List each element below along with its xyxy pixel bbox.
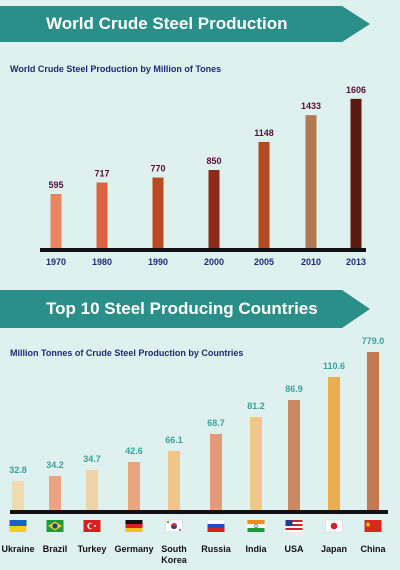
bar-brazil — [49, 476, 61, 510]
value-label-1990: 770 — [150, 164, 165, 174]
category-label-usa: USA — [284, 544, 304, 554]
value-label-1980: 717 — [94, 169, 109, 179]
category-label-germany: Germany — [114, 544, 153, 554]
banner-top10-countries: Top 10 Steel Producing Countries — [0, 290, 370, 328]
value-label-south-korea: 66.1 — [165, 435, 183, 445]
value-label-brazil: 34.2 — [46, 460, 64, 470]
banner-title: Top 10 Steel Producing Countries — [46, 299, 318, 318]
bar-china — [367, 352, 379, 510]
category-label-brazil: Brazil — [43, 544, 68, 554]
turkey-flag-icon — [83, 520, 101, 532]
bar-turkey — [86, 470, 98, 510]
banner-title: World Crude Steel Production — [46, 14, 288, 33]
germany-flag-icon — [125, 520, 143, 532]
bar-2005 — [258, 141, 270, 250]
chart2-subtitle: Million Tonnes of Crude Steel Production… — [10, 348, 244, 358]
category-label-1980: 1980 — [92, 257, 112, 267]
india-flag-icon — [247, 520, 265, 532]
bar-1990 — [152, 177, 164, 250]
russia-flag-icon — [207, 519, 225, 532]
bar-1980 — [96, 182, 108, 250]
value-label-india: 81.2 — [247, 401, 265, 411]
value-label-2000: 850 — [206, 156, 221, 166]
value-label-ukraine: 32.8 — [9, 465, 27, 475]
bar-ukraine — [12, 481, 24, 510]
value-label-china: 779.0 — [362, 336, 385, 346]
japan-flag-icon — [325, 519, 343, 533]
category-label-2010: 2010 — [301, 257, 321, 267]
value-label-russia: 68.7 — [207, 418, 225, 428]
axis-baseline — [40, 248, 366, 252]
category-label-2000: 2000 — [204, 257, 224, 267]
bar-usa — [288, 400, 300, 510]
bar-india — [250, 417, 262, 510]
category-label-china: China — [360, 544, 386, 554]
south-korea-flag-icon — [165, 519, 183, 533]
category-label-india: India — [245, 544, 267, 554]
value-label-2013: 1606 — [346, 85, 366, 95]
category-label-turkey: Turkey — [78, 544, 107, 554]
category-label-south-korea: South Korea — [161, 544, 188, 565]
axis-baseline — [10, 510, 388, 514]
banner-world-crude-steel: World Crude Steel Production — [0, 6, 370, 42]
value-label-usa: 86.9 — [285, 384, 303, 394]
bar-2013 — [350, 98, 362, 250]
value-label-germany: 42.6 — [125, 446, 143, 456]
category-label-1990: 1990 — [148, 257, 168, 267]
category-label-2005: 2005 — [254, 257, 274, 267]
category-label-2013: 2013 — [346, 257, 366, 267]
value-label-2010: 1433 — [301, 101, 321, 111]
category-label-ukraine: Ukraine — [1, 544, 34, 554]
chart1-subtitle: World Crude Steel Production by Million … — [10, 64, 222, 74]
china-flag-icon — [364, 520, 382, 532]
value-label-1970: 595 — [48, 180, 63, 190]
chart-world-production: 595 1970 717 1980 770 1990 850 2000 1148 2005 1433… — [40, 85, 366, 267]
ukraine-flag-icon — [9, 520, 27, 532]
bar-1970 — [50, 194, 62, 250]
bar-2000 — [208, 170, 220, 250]
usa-flag-icon — [285, 520, 303, 532]
value-label-2005: 1148 — [254, 128, 274, 138]
category-label-russia: Russia — [201, 544, 232, 554]
bar-2010 — [305, 115, 317, 250]
bar-japan — [328, 377, 340, 510]
value-label-japan: 110.6 — [323, 361, 345, 371]
category-label-japan: Japan — [321, 544, 347, 554]
bar-south-korea — [168, 451, 180, 510]
bar-germany — [128, 462, 140, 510]
bar-russia — [210, 434, 222, 510]
brazil-flag-icon — [46, 520, 64, 532]
value-label-turkey: 34.7 — [83, 454, 101, 464]
category-label-1970: 1970 — [46, 257, 66, 267]
